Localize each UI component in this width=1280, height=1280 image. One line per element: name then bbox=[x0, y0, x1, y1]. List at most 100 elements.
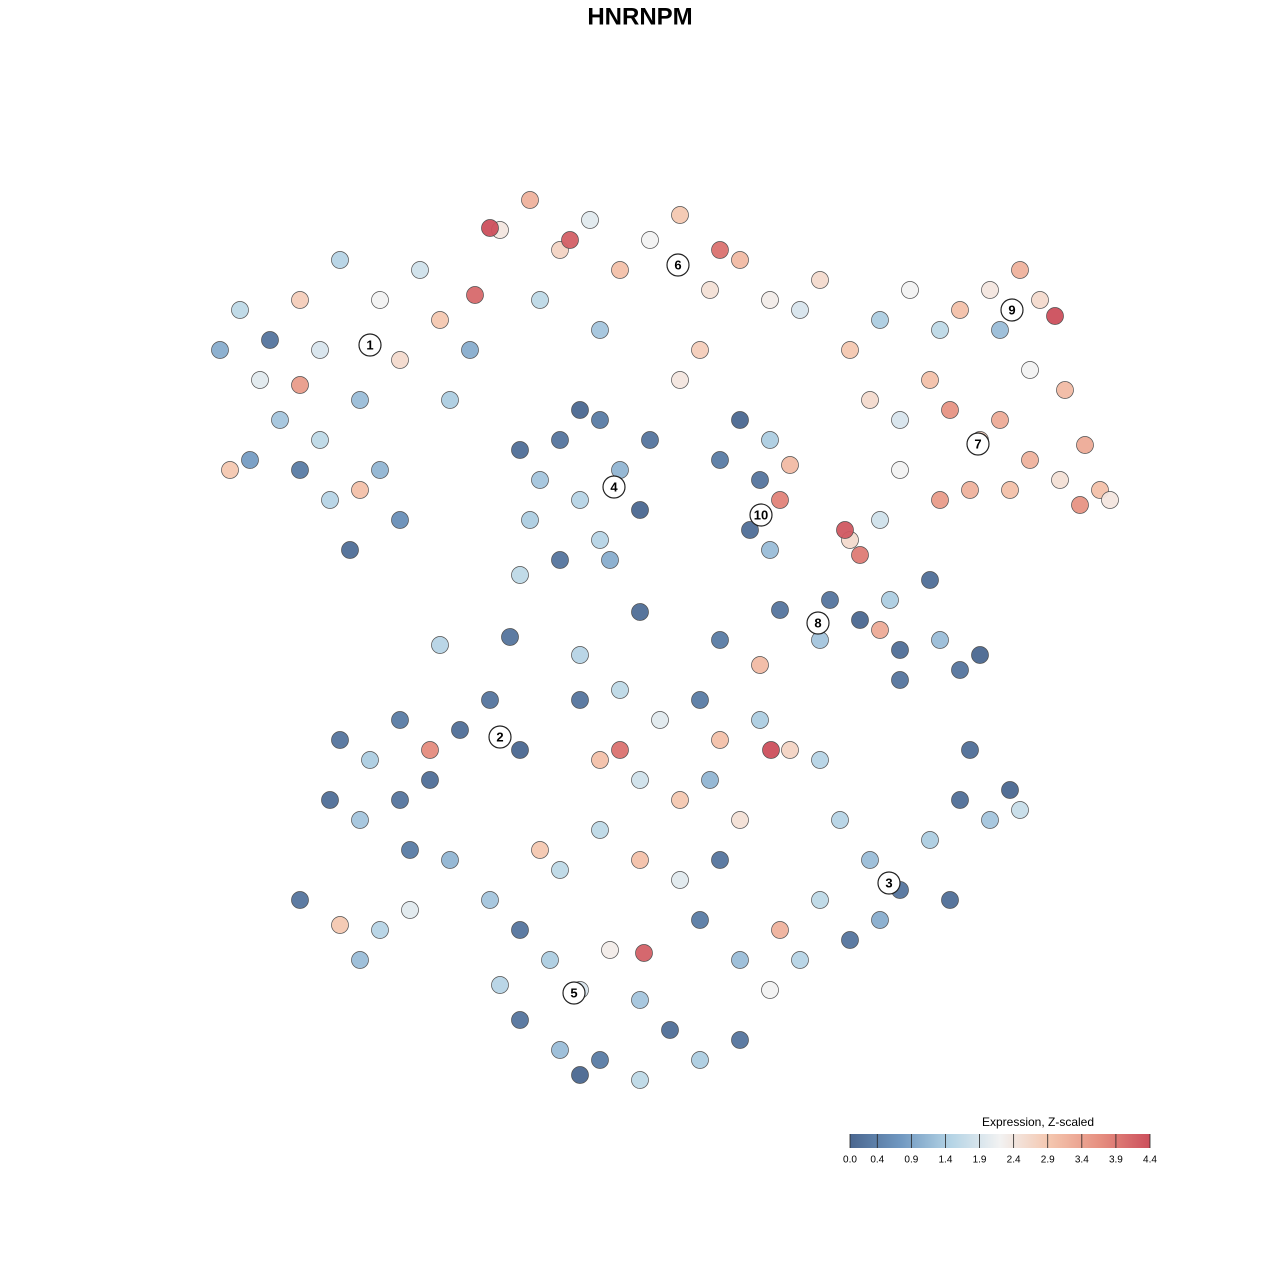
point bbox=[511, 441, 529, 459]
chart-title: HNRNPM bbox=[587, 3, 692, 30]
cluster-badge bbox=[877, 871, 901, 895]
point bbox=[331, 731, 349, 749]
colorbar-tick-label: 3.4 bbox=[1075, 1155, 1089, 1166]
point bbox=[571, 691, 589, 709]
point bbox=[811, 751, 829, 769]
point bbox=[781, 741, 799, 759]
point bbox=[901, 281, 919, 299]
point bbox=[751, 656, 769, 674]
point bbox=[761, 981, 779, 999]
cluster-label: 3 bbox=[885, 875, 892, 890]
colorbar-tick-label: 0.9 bbox=[904, 1155, 918, 1166]
cluster-badge bbox=[358, 333, 382, 357]
point bbox=[821, 591, 839, 609]
point bbox=[251, 371, 269, 389]
point bbox=[791, 951, 809, 969]
point bbox=[771, 601, 789, 619]
point bbox=[836, 521, 854, 539]
point bbox=[391, 351, 409, 369]
point bbox=[711, 451, 729, 469]
point bbox=[811, 891, 829, 909]
point bbox=[711, 241, 729, 259]
point bbox=[671, 371, 689, 389]
point bbox=[1021, 451, 1039, 469]
point bbox=[711, 731, 729, 749]
point bbox=[731, 951, 749, 969]
point bbox=[941, 401, 959, 419]
point bbox=[941, 891, 959, 909]
point bbox=[771, 491, 789, 509]
point bbox=[601, 551, 619, 569]
point bbox=[1011, 801, 1029, 819]
point bbox=[701, 771, 719, 789]
colorbar: Expression, Z-scaled 0.0 0.4 0.9 1.4 1.9 2.4 2… bbox=[843, 1115, 1157, 1165]
point bbox=[771, 921, 789, 939]
point bbox=[1071, 496, 1089, 514]
point bbox=[851, 546, 869, 564]
cluster-label: 8 bbox=[814, 615, 821, 630]
point bbox=[1001, 481, 1019, 499]
point bbox=[431, 636, 449, 654]
point bbox=[781, 456, 799, 474]
cluster-label: 7 bbox=[974, 436, 981, 451]
colorbar-gradient bbox=[850, 1134, 1150, 1148]
point bbox=[371, 291, 389, 309]
cluster-label: 6 bbox=[674, 257, 681, 272]
point bbox=[491, 976, 509, 994]
point bbox=[221, 461, 239, 479]
point bbox=[511, 566, 529, 584]
point bbox=[401, 901, 419, 919]
point bbox=[541, 951, 559, 969]
point bbox=[431, 311, 449, 329]
point bbox=[671, 871, 689, 889]
point bbox=[891, 461, 909, 479]
point bbox=[611, 261, 629, 279]
point bbox=[291, 376, 309, 394]
colorbar-tick-label: 2.9 bbox=[1041, 1155, 1055, 1166]
points bbox=[211, 191, 1119, 1089]
point bbox=[511, 741, 529, 759]
point bbox=[1101, 491, 1119, 509]
point bbox=[631, 991, 649, 1009]
colorbar-tick-label: 2.4 bbox=[1007, 1155, 1021, 1166]
point bbox=[951, 791, 969, 809]
point bbox=[671, 791, 689, 809]
point bbox=[711, 851, 729, 869]
cluster-label: 9 bbox=[1008, 302, 1015, 317]
point bbox=[551, 431, 569, 449]
point bbox=[561, 231, 579, 249]
point bbox=[591, 411, 609, 429]
colorbar-tick-label: 0.4 bbox=[870, 1155, 884, 1166]
point bbox=[891, 641, 909, 659]
point bbox=[271, 411, 289, 429]
point bbox=[891, 411, 909, 429]
point bbox=[635, 944, 653, 962]
point bbox=[1051, 471, 1069, 489]
cluster-label: 10 bbox=[754, 507, 768, 522]
point bbox=[891, 671, 909, 689]
point bbox=[871, 511, 889, 529]
point bbox=[701, 281, 719, 299]
colorbar-tick-label: 4.4 bbox=[1143, 1155, 1157, 1166]
point bbox=[981, 281, 999, 299]
point bbox=[951, 661, 969, 679]
cluster-label: 1 bbox=[366, 337, 373, 352]
point bbox=[411, 261, 429, 279]
point bbox=[601, 941, 619, 959]
point bbox=[731, 1031, 749, 1049]
point bbox=[351, 811, 369, 829]
point bbox=[341, 541, 359, 559]
point bbox=[501, 628, 519, 646]
point bbox=[631, 771, 649, 789]
point bbox=[371, 461, 389, 479]
point bbox=[841, 931, 859, 949]
cluster-badge bbox=[966, 432, 990, 456]
point bbox=[1011, 261, 1029, 279]
point bbox=[291, 461, 309, 479]
point bbox=[811, 271, 829, 289]
point bbox=[466, 286, 484, 304]
cluster-badge bbox=[749, 503, 773, 527]
point bbox=[591, 321, 609, 339]
point bbox=[1021, 361, 1039, 379]
point bbox=[631, 851, 649, 869]
